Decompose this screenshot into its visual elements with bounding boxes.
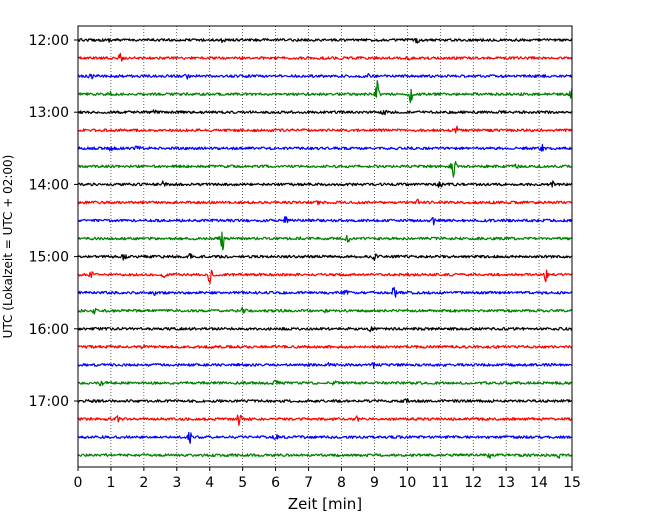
trace-1745 [77, 453, 573, 459]
y-axis: 12:00 13:00 14:00 15:00 16:00 17:00 [29, 33, 78, 410]
x-tick-label: 8 [337, 475, 346, 491]
x-tick-label: 9 [370, 475, 379, 491]
trace-1630 [77, 362, 573, 369]
trace-1600 [77, 326, 573, 333]
plot-frame [77, 25, 573, 468]
x-tick-label: 1 [106, 475, 115, 491]
y-tick-label: 13:00 [29, 105, 69, 121]
x-tick-label: 3 [172, 475, 181, 491]
x-tick-label: 10 [398, 475, 416, 491]
trace-1230 [77, 73, 573, 80]
trace-1300 [77, 109, 573, 116]
trace-1330 [77, 143, 573, 152]
trace-1515 [77, 269, 573, 284]
x-tick-label: 14 [530, 475, 548, 491]
x-tick-label: 5 [238, 475, 247, 491]
y-tick-label: 14:00 [29, 177, 69, 193]
trace-1200 [77, 38, 573, 44]
trace-1445 [77, 231, 573, 251]
x-tick-label: 7 [304, 475, 313, 491]
y-axis-label: UTC (Lokalzeit = UTC + 02:00) [1, 155, 15, 339]
trace-1545 [77, 306, 573, 315]
trace-1730 [77, 431, 573, 444]
x-tick-label: 13 [497, 475, 515, 491]
trace-1715 [77, 414, 573, 426]
trace-1645 [77, 379, 573, 387]
x-tick-label: 0 [74, 475, 83, 491]
trace-1400 [77, 180, 573, 188]
y-tick-label: 17:00 [29, 394, 69, 410]
x-axis: 0 1 2 3 4 5 6 7 8 9 10 11 12 13 14 15 [74, 467, 581, 491]
trace-1430 [77, 216, 573, 226]
trace-1345 [77, 160, 573, 178]
trace-1415 [77, 198, 573, 206]
trace-1615 [77, 344, 573, 350]
x-tick-label: 15 [563, 475, 581, 491]
trace-1530 [77, 286, 573, 298]
x-tick-label: 4 [205, 475, 214, 491]
trace-1245 [77, 80, 573, 104]
y-tick-label: 15:00 [29, 250, 69, 266]
x-tick-label: 2 [139, 475, 148, 491]
trace-1215 [77, 52, 573, 62]
y-tick-label: 16:00 [29, 322, 69, 338]
trace-group [77, 38, 573, 459]
trace-1500 [77, 253, 573, 262]
x-tick-label: 6 [271, 475, 280, 491]
trace-1315 [77, 125, 573, 134]
x-axis-label: Zeit [min] [288, 495, 362, 513]
x-tick-label: 11 [431, 475, 449, 491]
x-tick-label: 12 [464, 475, 482, 491]
trace-1700 [77, 398, 573, 404]
y-tick-label: 12:00 [29, 33, 69, 49]
